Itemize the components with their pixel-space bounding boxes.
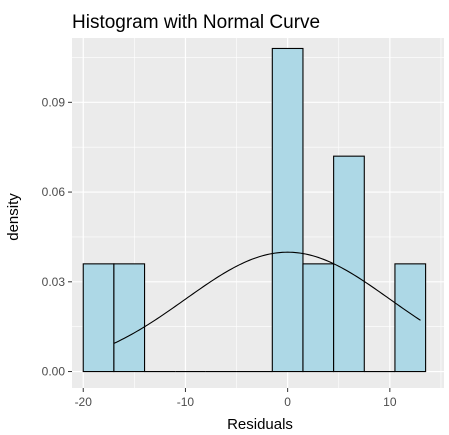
histogram-bar — [82, 263, 115, 373]
y-tick-label: 0.09 — [42, 95, 66, 109]
x-tick-label: -20 — [75, 395, 93, 409]
x-tick-label: 10 — [383, 395, 397, 409]
histogram-bars — [82, 47, 427, 373]
x-tick-labels: -20 -10 0 10 — [75, 395, 397, 409]
y-tick-label: 0.03 — [42, 275, 66, 289]
axis-ticks — [68, 101, 391, 392]
histogram-bar — [302, 263, 335, 373]
y-tick-label: 0.00 — [42, 365, 66, 379]
histogram-bar — [394, 263, 427, 373]
y-axis-title: density — [5, 193, 22, 241]
chart-title: Histogram with Normal Curve — [72, 12, 320, 33]
histogram-bar — [271, 47, 304, 373]
x-tick-label: 0 — [284, 395, 291, 409]
y-tick-label: 0.06 — [42, 185, 66, 199]
histogram-bar — [113, 263, 146, 373]
normal-curve — [113, 251, 421, 344]
y-tick-labels: 0.00 0.03 0.06 0.09 — [42, 95, 66, 378]
histogram-bar — [333, 155, 365, 373]
x-tick-label: -10 — [177, 395, 195, 409]
x-axis-title: Residuals — [227, 416, 293, 433]
